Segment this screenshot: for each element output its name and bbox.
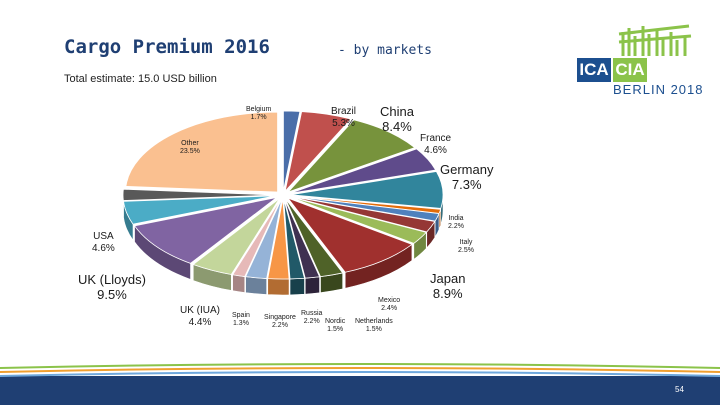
pie-slice-nordic [283, 198, 306, 280]
pie-slice-other [125, 111, 278, 193]
pie-side-netherlands [304, 276, 320, 295]
pie-slice-unlabeled-6 [290, 195, 440, 222]
label-netherlands: Netherlands 1.5% [355, 318, 393, 334]
pie-slice-belgium [283, 110, 301, 192]
label-singapore-value: 2.2% [271, 322, 288, 330]
pie-side-singapore [245, 276, 267, 295]
pie-slice-spain [232, 198, 282, 278]
label-spain: Spain 1.3% [232, 312, 250, 328]
label-uk-lloyds-value: 9.5% [97, 286, 127, 302]
label-germany: Germany 7.3% [440, 162, 494, 193]
pie-slice-russia [267, 198, 290, 280]
pie-slice-italy [289, 196, 427, 244]
pie-slice-netherlands [284, 198, 321, 279]
label-uk-iua-value: 4.4% [188, 316, 212, 328]
page-number: 54 [675, 385, 684, 394]
pie-side-walls [122, 194, 444, 296]
pie-slice-china [287, 119, 416, 193]
label-mexico-name: Mexico [378, 297, 401, 304]
logo-caption: BERLIN 2018 [613, 82, 704, 97]
label-belgium: Belgium 1.7% [246, 106, 271, 122]
label-italy-value: 2.5% [458, 247, 474, 255]
label-belgium-name: Belgium [246, 106, 272, 113]
pie-slice-unlabeled-19 [122, 188, 276, 201]
label-france-name: France [420, 133, 452, 144]
label-nordic-value: 1.5% [327, 326, 344, 334]
pie-slice-france [290, 148, 437, 194]
pie-side-nordic [289, 277, 305, 296]
label-france: France 4.6% [420, 133, 451, 156]
pie-slice-usa [123, 195, 276, 225]
label-france-value: 4.6% [424, 144, 447, 156]
logo-pillars-icon [618, 24, 692, 56]
pie-side-russia [267, 278, 290, 296]
label-uk-lloyds: UK (Lloyds) 9.5% [78, 272, 146, 303]
conference-logo: ICA CIA BERLIN 2018 [577, 22, 703, 102]
label-germany-name: Germany [440, 162, 494, 177]
pie-slice-uk-lloyds [133, 197, 277, 264]
label-uk-iua-name: UK (IUA) [180, 305, 220, 316]
label-brazil-value: 5.3% [332, 117, 355, 129]
label-other: Other 23.5% [180, 140, 200, 156]
chart-subtitle: Total estimate: 15.0 USD billion [64, 73, 217, 85]
label-japan-name: Japan [430, 271, 466, 286]
label-singapore: Singapore 2.2% [264, 314, 296, 330]
label-india-name: India [448, 215, 464, 222]
label-japan-value: 8.9% [432, 285, 463, 301]
label-japan: Japan 8.9% [430, 271, 466, 302]
label-uk-lloyds-name: UK (Lloyds) [78, 272, 146, 287]
logo-ica: ICA [577, 58, 611, 82]
label-russia-name: Russia [301, 310, 323, 317]
page-title-suffix: - by markets [338, 43, 432, 58]
label-other-value: 23.5% [180, 148, 200, 156]
logo-cia: CIA [613, 58, 647, 82]
footer-band [0, 363, 720, 405]
label-russia: Russia 2.2% [301, 310, 322, 326]
label-spain-value: 1.3% [232, 320, 249, 328]
label-uk-iua: UK (IUA) 4.4% [180, 305, 220, 328]
label-italy: Italy 2.5% [458, 239, 474, 255]
pie-slices [122, 110, 444, 280]
label-usa: USA 4.6% [92, 231, 115, 254]
pie-slice-germany [290, 171, 444, 209]
label-spain-name: Spain [232, 312, 250, 319]
label-india-value: 2.2% [448, 223, 464, 231]
pie-slice-mexico [285, 198, 344, 278]
label-germany-value: 7.3% [451, 176, 482, 192]
label-china-name: China [380, 104, 414, 119]
label-china-value: 8.4% [382, 118, 412, 134]
label-usa-value: 4.6% [92, 242, 115, 254]
label-usa-name: USA [93, 231, 114, 242]
label-china: China 8.4% [380, 104, 414, 135]
label-brazil: Brazil 5.3% [331, 106, 356, 129]
label-belgium-value: 1.7% [250, 114, 267, 122]
pie-slice-india [290, 196, 436, 233]
label-nordic-name: Nordic [325, 318, 346, 325]
label-brazil-name: Brazil [331, 106, 357, 117]
label-other-name: Other [181, 140, 199, 147]
pie-slice-japan [286, 197, 413, 273]
label-india: India 2.2% [448, 215, 464, 231]
label-nordic: Nordic 1.5% [325, 318, 345, 334]
label-singapore-name: Singapore [264, 314, 296, 321]
page-title: Cargo Premium 2016 [64, 36, 270, 58]
label-russia-value: 2.2% [303, 318, 320, 326]
label-mexico-value: 2.4% [381, 305, 398, 313]
pie-slice-uk-iua [192, 198, 280, 275]
label-netherlands-name: Netherlands [355, 318, 393, 325]
pie-slice-singapore [245, 198, 283, 279]
label-italy-name: Italy [459, 239, 473, 246]
label-netherlands-value: 1.5% [365, 326, 382, 334]
pie-side-spain [232, 274, 246, 293]
pie-slice-brazil [284, 111, 352, 193]
label-mexico: Mexico 2.4% [378, 297, 400, 313]
